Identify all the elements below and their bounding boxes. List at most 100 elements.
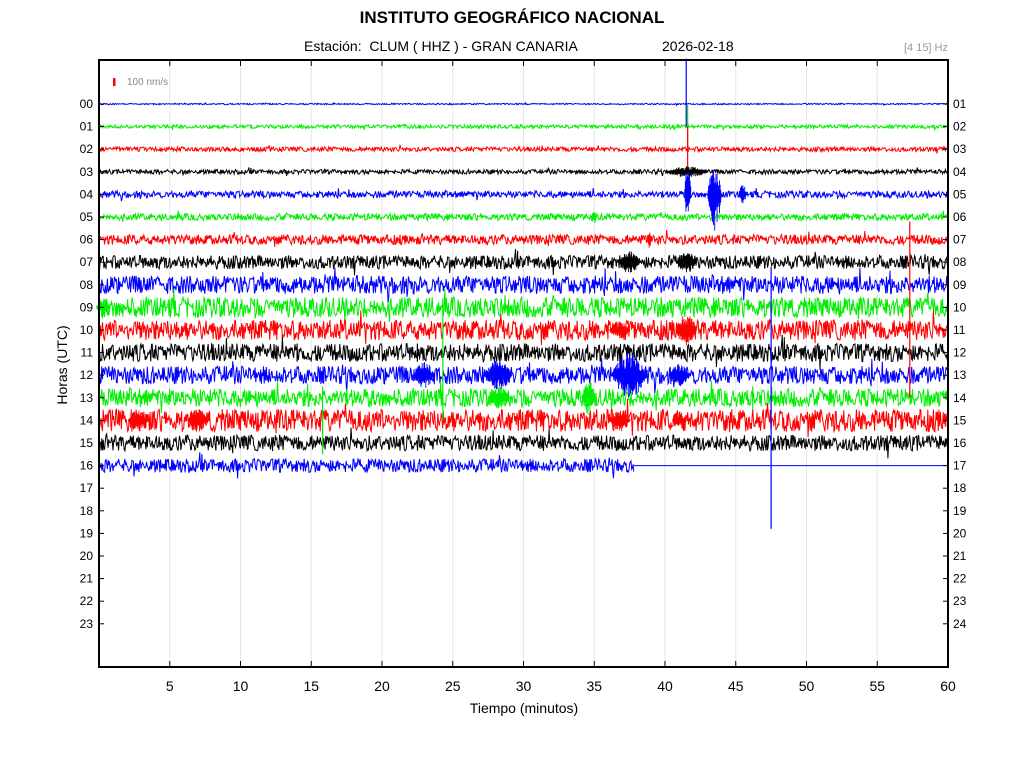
hour-label-right: 06 — [953, 210, 967, 224]
x-tick-label: 40 — [657, 678, 673, 694]
hour-label-left: 07 — [80, 255, 94, 269]
hour-label-left: 19 — [80, 526, 94, 540]
hour-label-right: 05 — [953, 187, 967, 201]
hour-label-right: 24 — [953, 617, 967, 631]
hour-label-left: 12 — [80, 368, 94, 382]
trace-line-hour-13 — [98, 380, 948, 414]
hour-label-right: 20 — [953, 526, 967, 540]
hour-label-right: 04 — [953, 165, 967, 179]
trace-line-hour-4 — [98, 187, 948, 202]
trace-line-hour-16 — [98, 452, 635, 479]
event-burst — [609, 322, 631, 339]
filter-band-label: [4 15] Hz — [903, 42, 948, 54]
event-burst — [684, 171, 692, 212]
trace-line-hour-14 — [98, 398, 948, 438]
event-burst — [187, 409, 209, 432]
hour-label-left: 09 — [80, 300, 94, 314]
date-label: 2026-02-18 — [662, 38, 734, 54]
hour-label-right: 03 — [953, 142, 967, 156]
hour-label-left: 05 — [80, 210, 94, 224]
hour-label-left: 13 — [80, 391, 94, 405]
trace-line-hour-11 — [98, 334, 948, 371]
hour-label-left: 21 — [80, 572, 94, 586]
x-tick-label: 55 — [869, 678, 885, 694]
hour-label-right: 21 — [953, 549, 967, 563]
hour-label-left: 01 — [80, 120, 94, 134]
hour-label-left: 11 — [81, 346, 94, 360]
hour-labels: 00 01 01 02 02 03 03 04 04 05 05 06 06 07 07 08 08 09 09 10… — [80, 97, 967, 631]
hour-label-right: 16 — [953, 436, 967, 450]
hour-label-right: 14 — [953, 391, 967, 405]
hour-label-right: 23 — [953, 594, 967, 608]
trace-line-hour-12 — [98, 358, 948, 394]
hour-label-left: 22 — [80, 594, 94, 608]
hour-label-left: 16 — [80, 459, 94, 473]
hour-label-left: 00 — [80, 97, 94, 111]
hour-label-right: 10 — [953, 300, 967, 314]
hour-label-right: 01 — [953, 97, 967, 111]
event-burst — [413, 362, 436, 388]
seismic-events — [96, 58, 911, 529]
hour-label-right: 08 — [953, 255, 967, 269]
hour-label-right: 11 — [953, 323, 966, 337]
x-tick-label: 30 — [516, 678, 532, 694]
hour-label-left: 08 — [80, 278, 94, 292]
hour-label-right: 07 — [953, 233, 967, 247]
hour-label-left: 15 — [80, 436, 94, 450]
event-burst — [591, 212, 598, 223]
scale-bar-label: 100 nm/s — [127, 77, 168, 88]
event-burst — [675, 316, 698, 346]
hour-label-right: 09 — [953, 278, 967, 292]
event-burst — [484, 360, 513, 390]
event-burst — [672, 411, 687, 427]
hour-label-right: 22 — [953, 572, 967, 586]
trace-line-hour-6 — [98, 229, 948, 247]
hour-label-right: 02 — [953, 120, 967, 134]
hour-label-left: 10 — [80, 323, 94, 337]
trace-line-hour-2 — [98, 144, 948, 154]
event-burst — [707, 169, 722, 231]
trace-line-hour-8 — [98, 267, 948, 303]
event-burst — [612, 353, 648, 398]
hour-label-right: 19 — [953, 504, 967, 518]
hour-label-right: 13 — [953, 368, 967, 382]
event-burst — [488, 386, 511, 409]
trace-line-hour-0 — [98, 101, 948, 107]
trace-line-hour-10 — [98, 310, 948, 346]
trace-line-hour-1 — [98, 122, 948, 132]
event-burst — [739, 185, 747, 204]
trace-line-hour-15 — [98, 427, 948, 459]
x-tick-label: 5 — [166, 678, 174, 694]
hour-label-left: 20 — [80, 549, 94, 563]
y-axis-label: Horas (UTC) — [54, 325, 70, 405]
hour-label-right: 12 — [953, 346, 967, 360]
event-burst — [619, 251, 641, 273]
hour-label-left: 06 — [80, 233, 94, 247]
hour-label-right: 18 — [953, 481, 967, 495]
hour-label-left: 14 — [80, 413, 94, 427]
event-burst — [666, 166, 709, 177]
event-burst — [128, 410, 150, 432]
event-burst — [609, 410, 631, 432]
hour-label-right: 17 — [953, 459, 967, 473]
hour-label-left: 02 — [80, 142, 94, 156]
trace-line-hour-7 — [98, 248, 948, 276]
hour-label-right: 15 — [953, 413, 967, 427]
event-burst — [675, 253, 698, 273]
x-axis-label: Tiempo (minutos) — [469, 700, 579, 716]
scale-bar-mark — [113, 78, 116, 86]
x-tick-label: 25 — [445, 678, 461, 694]
chart-title: INSTITUTO GEOGRÁFICO NACIONAL — [359, 8, 665, 27]
hour-label-left: 03 — [80, 165, 94, 179]
hour-label-left: 23 — [80, 617, 94, 631]
hour-label-left: 18 — [80, 504, 94, 518]
x-tick-label: 50 — [799, 678, 815, 694]
trace-line-hour-5 — [98, 210, 948, 223]
x-tick-label: 15 — [303, 678, 319, 694]
x-tick-label: 35 — [586, 678, 602, 694]
x-tick-label: 60 — [940, 678, 956, 694]
trace-line-hour-3 — [98, 166, 948, 177]
event-burst — [668, 364, 690, 387]
trace-line-hour-9 — [98, 288, 948, 322]
